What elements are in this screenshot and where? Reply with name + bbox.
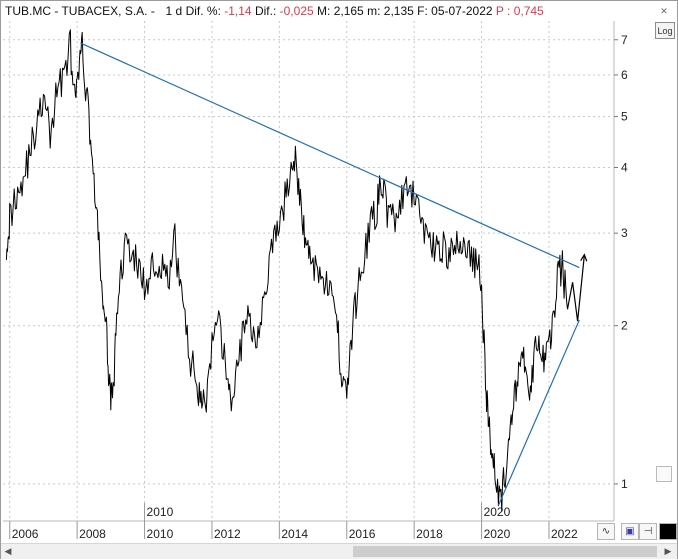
projection-layer (566, 253, 588, 322)
dif-pct-value: -1,14 (224, 4, 252, 18)
y-tick-label: 7 (621, 33, 628, 47)
x-tick-label: 2012 (214, 527, 241, 541)
x-tick-label: 2020 (484, 527, 511, 541)
x-tick-label: 2014 (281, 527, 308, 541)
trend-line[interactable] (497, 319, 580, 506)
header-separator-2: - (150, 4, 155, 18)
y-tick-layer: 1 2 3 4 5 6 7 (614, 33, 628, 491)
chart-wave-icon[interactable]: ∿ (597, 523, 615, 540)
y-tick-label: 4 (621, 160, 628, 174)
x-tick-label: 2018 (416, 527, 443, 541)
min-label: m: (367, 4, 381, 18)
period: 1 d (165, 4, 183, 18)
price-label: P : (495, 4, 511, 18)
date-label: F: (417, 4, 428, 18)
scroll-left-icon[interactable]: ◀ (4, 546, 12, 556)
y-tick-label: 5 (621, 110, 628, 124)
price-series-line (5, 29, 568, 512)
dif-label: Dif.: (254, 4, 277, 18)
horizontal-scrollbar[interactable]: ◀ ▶ (1, 543, 677, 559)
dif-value: -0,025 (279, 4, 314, 18)
y-tick-label: 1 (621, 477, 628, 491)
scroll-thumb[interactable] (353, 546, 657, 557)
max-value: 2,165 (333, 4, 364, 18)
decade-marker-label: 2010 (147, 505, 174, 519)
x-tick-layer: 2006 2008 2010 2012 2014 2016 2018 2020 2022 2010… (9, 503, 578, 541)
projection-path[interactable] (566, 254, 585, 322)
x-tick-label: 2016 (349, 527, 376, 541)
axis-layer (3, 21, 615, 522)
y-tick-label: 2 (621, 319, 628, 333)
color-swatch-icon[interactable] (659, 523, 677, 540)
max-label: M: (317, 4, 331, 18)
zoom-box-icon[interactable] (656, 466, 672, 482)
grid-layer (3, 21, 613, 521)
series-layer (5, 29, 568, 512)
y-tick-label: 6 (621, 68, 628, 82)
scroll-right-icon[interactable]: ▶ (664, 546, 672, 556)
ticker: TUB.MC (5, 4, 51, 18)
close-icon[interactable]: ✕ (660, 6, 668, 16)
trend-layer (80, 42, 580, 506)
projection-arrowhead (580, 253, 588, 262)
header-separator-1: - (54, 4, 59, 18)
x-tick-label: 2006 (12, 527, 39, 541)
trend-line[interactable] (80, 42, 580, 269)
x-tick-label: 2010 (147, 527, 174, 541)
price-value: 0,745 (513, 4, 544, 18)
x-tick-label: 2008 (79, 527, 106, 541)
x-tick-label: 2022 (551, 527, 578, 541)
y-tick-label: 3 (621, 226, 628, 240)
header-bar: TUB.MC - TUBACEX, S.A. - 1 d Dif. %: -1,… (5, 4, 544, 20)
pin-icon[interactable]: ⊣ (639, 523, 657, 540)
save-icon[interactable]: ▣ (621, 523, 639, 540)
min-value: 2,135 (383, 4, 414, 18)
log-scale-button[interactable]: Log (655, 22, 675, 39)
date-value: 05-07-2022 (431, 4, 493, 18)
company-name: TUBACEX, S.A. (61, 4, 148, 18)
dif-pct-label: Dif. %: (185, 4, 221, 18)
decade-marker-label: 2020 (484, 505, 511, 519)
